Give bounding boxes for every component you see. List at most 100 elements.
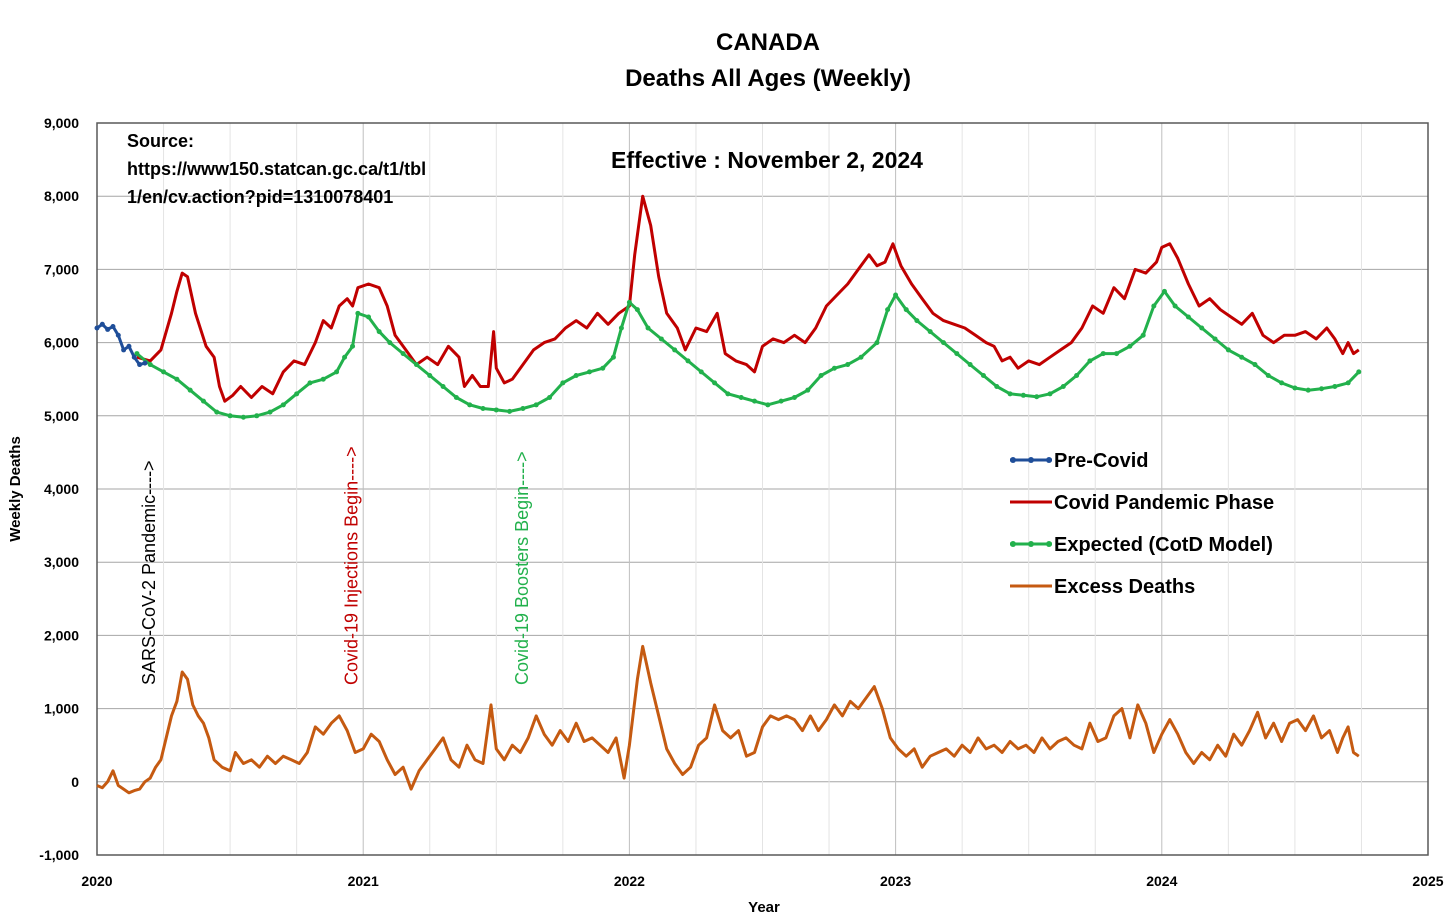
data-point <box>507 408 513 414</box>
data-point <box>858 354 864 360</box>
plot-area <box>96 122 1429 856</box>
data-point <box>1114 351 1120 357</box>
data-point <box>214 409 220 415</box>
y-tick-label: 6,000 <box>44 335 79 351</box>
y-tick-label: 7,000 <box>44 261 79 277</box>
effective-date: Effective : November 2, 2024 <box>611 147 923 173</box>
y-tick-label: 9,000 <box>44 115 79 131</box>
data-point <box>350 343 356 349</box>
data-point <box>954 351 960 357</box>
data-point <box>1127 343 1133 349</box>
data-point <box>698 369 704 375</box>
data-point <box>467 402 473 408</box>
data-point <box>1007 391 1013 397</box>
data-point <box>147 362 153 368</box>
data-point <box>914 318 920 324</box>
data-point <box>712 380 718 386</box>
data-point <box>121 347 127 353</box>
data-point <box>778 398 784 404</box>
annotation-label: Covid-19 Boosters Begin----> <box>512 451 532 685</box>
data-point <box>105 326 111 332</box>
data-point <box>874 340 880 346</box>
y-tick-label: 2,000 <box>44 627 79 643</box>
data-point <box>765 402 771 408</box>
y-tick-label: 0 <box>71 774 79 790</box>
x-axis-label: Year <box>748 899 780 916</box>
data-point <box>903 307 909 313</box>
data-point <box>1332 384 1338 390</box>
legend: Pre-Covid Covid Pandemic Phase Expected (C… <box>1010 450 1274 598</box>
data-point <box>1100 351 1106 357</box>
x-tick-label: 2023 <box>880 873 911 889</box>
x-tick-label: 2025 <box>1412 873 1443 889</box>
chart-subtitle: Deaths All Ages (Weekly) <box>625 65 911 92</box>
legend-label: Covid Pandemic Phase <box>1054 492 1274 514</box>
data-point <box>267 409 273 415</box>
data-point <box>831 365 837 371</box>
y-tick-label: 3,000 <box>44 554 79 570</box>
series-group <box>94 194 1362 795</box>
data-point <box>533 402 539 408</box>
data-point <box>626 299 632 305</box>
data-point <box>980 373 986 379</box>
y-tick-label: 8,000 <box>44 188 79 204</box>
data-point <box>1087 358 1093 364</box>
data-point <box>355 310 361 316</box>
data-point <box>115 332 121 338</box>
x-tick-label: 2021 <box>348 873 379 889</box>
data-point <box>738 395 744 400</box>
data-point <box>131 354 137 360</box>
data-point <box>752 398 758 404</box>
data-point <box>1034 394 1040 400</box>
data-point <box>142 360 148 366</box>
data-point <box>1172 303 1178 309</box>
source-line-1: Source: <box>127 131 194 151</box>
data-point <box>1185 314 1191 320</box>
source-line-3: 1/en/cv.action?pid=1310078401 <box>127 187 393 207</box>
data-point <box>280 402 286 408</box>
data-point <box>1151 303 1157 309</box>
data-point <box>634 307 640 313</box>
data-point <box>994 384 1000 390</box>
legend-label: Expected (CotD Model) <box>1054 534 1273 556</box>
series-line-1 <box>136 194 1360 403</box>
annotation-label: Covid-19 Injections Begin----> <box>342 446 362 685</box>
data-point <box>1161 288 1167 294</box>
data-point <box>791 395 797 400</box>
data-point <box>725 391 731 397</box>
data-point <box>413 362 419 368</box>
data-point <box>94 325 100 331</box>
data-point <box>174 376 180 382</box>
data-point <box>1140 332 1146 338</box>
data-point <box>366 314 372 320</box>
legend-marker <box>1010 541 1016 547</box>
data-point <box>927 329 933 335</box>
data-point <box>1319 386 1325 392</box>
annotation-label: SARS-CoV-2 Pandemic----> <box>139 460 159 685</box>
chart-title: CANADA <box>716 29 820 56</box>
x-tick-label: 2020 <box>81 873 112 889</box>
data-point <box>1292 385 1298 391</box>
y-axis: -1,000 0 1,000 2,000 3,000 4,000 5,000 6,000 7,0… <box>39 115 79 863</box>
data-point <box>137 362 143 368</box>
series-line-0 <box>96 322 146 367</box>
data-point <box>885 307 891 313</box>
data-point <box>520 405 526 411</box>
data-point <box>685 358 691 364</box>
data-point <box>967 362 973 368</box>
data-point <box>1060 384 1066 390</box>
x-axis: 2020 2021 2022 2023 2024 2025 <box>81 873 1443 889</box>
data-point <box>493 407 499 413</box>
data-point <box>161 369 167 375</box>
source-line-2: https://www150.statcan.gc.ca/t1/tbl <box>127 159 426 179</box>
data-point <box>560 380 566 386</box>
legend-label: Excess Deaths <box>1054 576 1195 598</box>
data-point <box>227 413 233 419</box>
data-point <box>645 325 651 331</box>
data-point <box>342 354 348 360</box>
data-point <box>294 391 300 397</box>
data-point <box>1265 373 1271 379</box>
data-point <box>893 292 899 298</box>
data-point <box>427 373 433 379</box>
data-point <box>334 369 340 375</box>
